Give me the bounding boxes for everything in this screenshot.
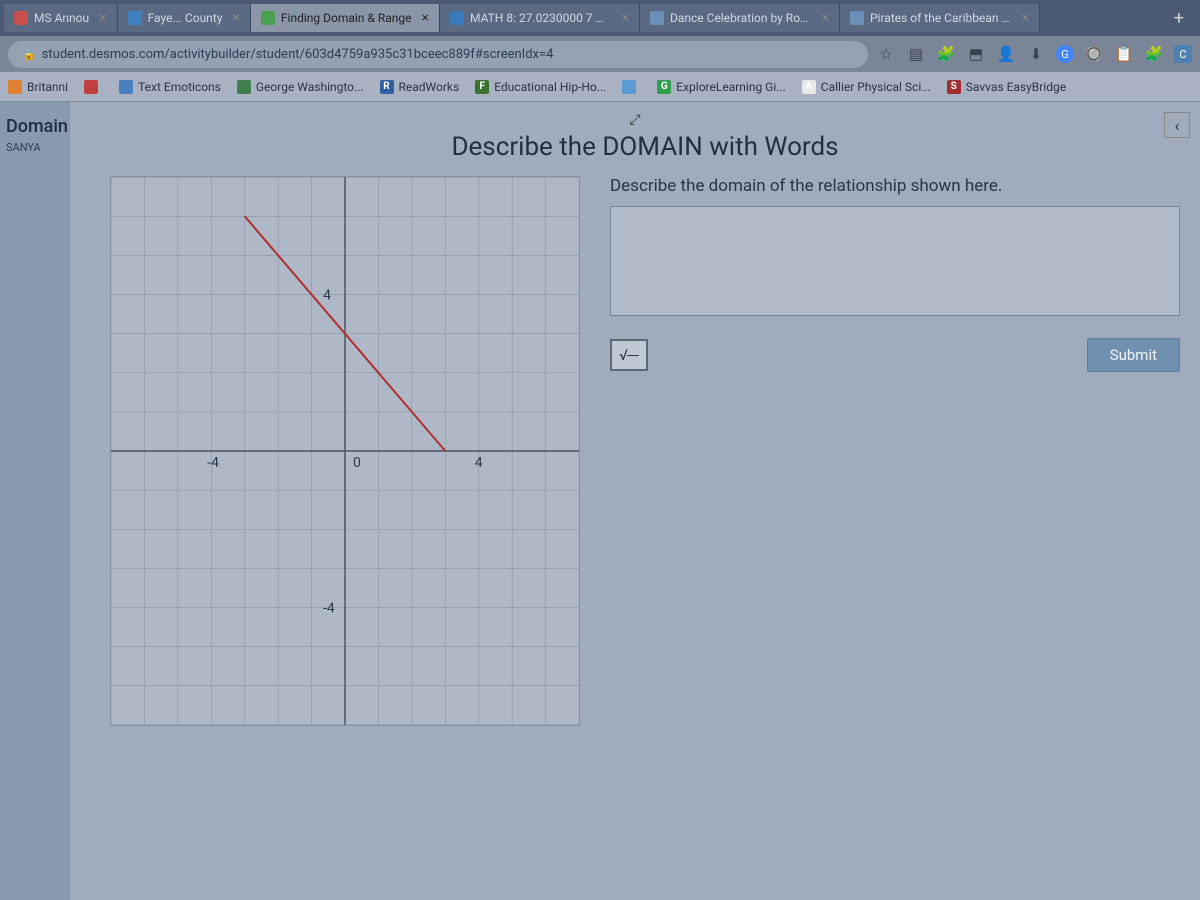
- tab-label: Pirates of the Caribbean Flo: [870, 11, 1012, 25]
- bookmark-3[interactable]: George Washingto...: [237, 80, 364, 94]
- bookmark-icon: [237, 80, 251, 94]
- sidebar: Domain SANYA: [0, 102, 70, 900]
- browser-tab-1[interactable]: Faye... County ×: [118, 4, 251, 32]
- tab-label: Dance Celebration by Rober: [670, 11, 812, 25]
- bookmark-9[interactable]: S Savvas EasyBridge: [947, 80, 1066, 94]
- bookmark-icon: S: [947, 80, 961, 94]
- bookmark-icon: R: [380, 80, 394, 94]
- bookmark-label: Savvas EasyBridge: [966, 80, 1066, 94]
- tab-favicon: [14, 11, 28, 25]
- svg-text:-4: -4: [207, 455, 219, 471]
- bookmark-icon: [8, 80, 22, 94]
- menu-icon[interactable]: C: [1174, 45, 1192, 63]
- bookmark-label: Educational Hip-Ho...: [494, 80, 606, 94]
- page-heading: Describe the DOMAIN with Words: [110, 132, 1180, 162]
- shield-icon[interactable]: 🔘: [1084, 44, 1104, 64]
- bookmarks-bar: Britanni Text Emoticons George Washingto..…: [0, 72, 1200, 102]
- expand-icon[interactable]: ⤢: [629, 112, 640, 128]
- tab-close-icon[interactable]: ×: [422, 10, 429, 26]
- math-keyboard-button[interactable]: √: [610, 339, 648, 371]
- graph-panel[interactable]: 0 4 -4 4 -4: [110, 176, 580, 726]
- bell-icon[interactable]: ⬒: [966, 44, 986, 64]
- browser-tabs-bar: MS Annou×Faye... County×Finding Domain &…: [0, 0, 1200, 36]
- tab-label: Finding Domain & Range: [281, 11, 412, 25]
- url-field[interactable]: 🔒 student.desmos.com/activitybuilder/stu…: [8, 41, 868, 68]
- tab-close-icon[interactable]: ×: [1022, 10, 1029, 26]
- sidebar-subtitle: SANYA: [0, 141, 70, 154]
- bookmark-icon: [119, 80, 133, 94]
- bookmark-4[interactable]: R ReadWorks: [380, 80, 460, 94]
- bookmark-7[interactable]: G ExploreLearning Gi...: [657, 80, 785, 94]
- bookmark-2[interactable]: Text Emoticons: [119, 80, 221, 94]
- bookmark-icon: F: [475, 80, 489, 94]
- ext1-icon[interactable]: 📋: [1114, 44, 1134, 64]
- browser-tab-3[interactable]: MATH 8: 27.0230000 7 MAT ×: [440, 4, 640, 32]
- url-text: student.desmos.com/activitybuilder/stude…: [42, 47, 554, 62]
- tab-close-icon[interactable]: ×: [822, 10, 829, 26]
- svg-text:4: 4: [475, 455, 483, 471]
- tab-favicon: [850, 11, 864, 25]
- bookmark-label: ReadWorks: [399, 80, 460, 94]
- tab-label: MATH 8: 27.0230000 7 MAT: [470, 11, 612, 25]
- next-button[interactable]: ‹: [1164, 112, 1190, 138]
- bookmark-icon: [622, 80, 636, 94]
- svg-text:0: 0: [353, 455, 361, 471]
- prompt-text: Describe the domain of the relationship …: [610, 176, 1180, 196]
- answer-input[interactable]: [610, 206, 1180, 316]
- browser-tab-4[interactable]: Dance Celebration by Rober ×: [640, 4, 840, 32]
- puzzle-icon[interactable]: 🧩: [936, 44, 956, 64]
- lock-icon: 🔒: [22, 48, 36, 61]
- sidebar-title: Domain: [0, 112, 70, 141]
- bookmark-icon: A: [802, 80, 816, 94]
- bookmark-0[interactable]: Britanni: [8, 80, 68, 94]
- bookmark-label: Britanni: [27, 80, 68, 94]
- browser-tab-0[interactable]: MS Annou ×: [4, 4, 118, 32]
- bookmark-label: ExploreLearning Gi...: [676, 80, 785, 94]
- submit-button[interactable]: Submit: [1087, 338, 1180, 372]
- main-content: ⤢ ‹ Describe the DOMAIN with Words 0 4 -4 4…: [70, 102, 1200, 900]
- bookmark-icon: G: [657, 80, 671, 94]
- bookmark-label: George Washingto...: [256, 80, 364, 94]
- translate-icon[interactable]: ▤: [906, 44, 926, 64]
- g-icon[interactable]: G: [1056, 45, 1074, 63]
- bookmark-1[interactable]: [84, 80, 103, 94]
- bookmark-icon: [84, 80, 98, 94]
- ext2-icon[interactable]: 🧩: [1144, 44, 1164, 64]
- bookmark-5[interactable]: F Educational Hip-Ho...: [475, 80, 606, 94]
- toolbar-icons: ☆ ▤ 🧩 ⬒ 👤 ⬇ G 🔘 📋 🧩 C: [876, 44, 1192, 64]
- new-tab-button[interactable]: +: [1162, 8, 1196, 29]
- tab-close-icon[interactable]: ×: [99, 10, 106, 26]
- bookmark-label: Callier Physical Sci...: [821, 80, 931, 94]
- tab-label: MS Annou: [34, 11, 89, 25]
- bookmark-6[interactable]: [622, 80, 641, 94]
- tab-close-icon[interactable]: ×: [232, 10, 239, 26]
- bookmark-8[interactable]: A Callier Physical Sci...: [802, 80, 931, 94]
- tab-favicon: [650, 11, 664, 25]
- tab-label: Faye... County: [148, 11, 223, 25]
- tab-close-icon[interactable]: ×: [622, 10, 629, 26]
- tab-favicon: [261, 11, 275, 25]
- tab-favicon: [128, 11, 142, 25]
- svg-text:-4: -4: [323, 600, 335, 616]
- bookmark-label: Text Emoticons: [138, 80, 221, 94]
- address-bar: 🔒 student.desmos.com/activitybuilder/stu…: [0, 36, 1200, 72]
- user-icon[interactable]: 👤: [996, 44, 1016, 64]
- browser-tab-5[interactable]: Pirates of the Caribbean Flo ×: [840, 4, 1040, 32]
- download-icon[interactable]: ⬇: [1026, 44, 1046, 64]
- tab-favicon: [450, 11, 464, 25]
- star-icon[interactable]: ☆: [876, 44, 896, 64]
- coordinate-graph: 0 4 -4 4 -4: [111, 177, 579, 725]
- browser-tab-2[interactable]: Finding Domain & Range ×: [251, 4, 440, 32]
- svg-text:4: 4: [323, 288, 331, 304]
